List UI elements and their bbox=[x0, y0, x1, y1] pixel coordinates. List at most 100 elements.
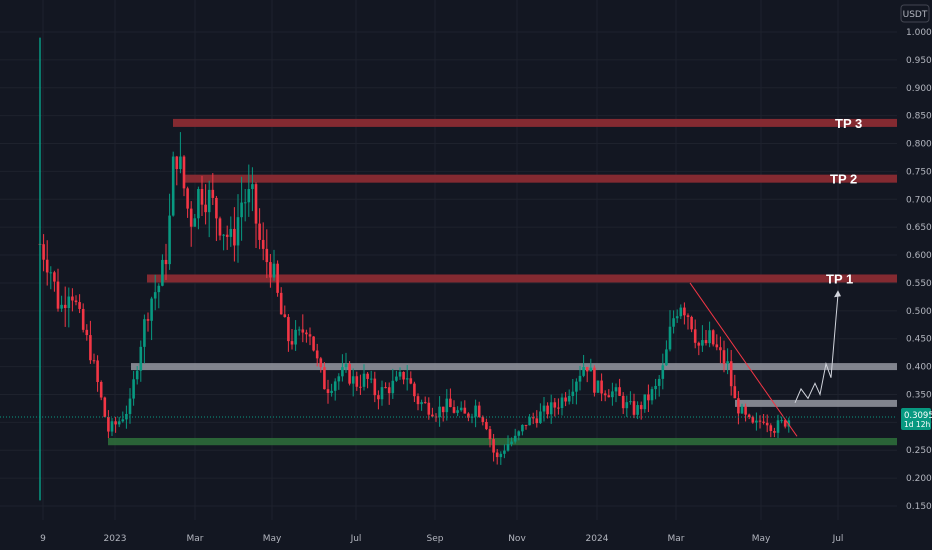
candle-body bbox=[632, 401, 636, 415]
current-price-countdown: 1d 12h bbox=[904, 420, 930, 429]
candle-body bbox=[661, 365, 665, 379]
candle-body bbox=[495, 452, 499, 458]
time-axis[interactable]: 9 2023 Mar May Jul Sep Nov 2024 Mar May Jul bbox=[0, 520, 932, 550]
candle-body bbox=[236, 217, 240, 246]
support-zone bbox=[108, 437, 900, 446]
candle-body bbox=[438, 406, 441, 418]
candle-body bbox=[96, 360, 99, 382]
candle-body bbox=[409, 378, 413, 384]
candle-body bbox=[218, 218, 222, 236]
candle-body bbox=[557, 407, 560, 409]
candle-body bbox=[776, 420, 780, 433]
target-label: TP 3 bbox=[835, 116, 862, 131]
candle-body bbox=[308, 334, 312, 337]
candle-body bbox=[765, 422, 769, 426]
price-axis-bg bbox=[897, 0, 932, 550]
candle-body bbox=[171, 156, 175, 216]
candle-body bbox=[420, 402, 423, 405]
candle-body bbox=[697, 342, 701, 346]
candle-body bbox=[341, 367, 344, 377]
candle-body bbox=[683, 307, 686, 316]
candle-body bbox=[510, 441, 513, 445]
candle-body bbox=[402, 371, 405, 380]
candle-body bbox=[132, 379, 135, 399]
candle-body bbox=[657, 378, 661, 386]
candle-body bbox=[89, 335, 92, 361]
candle-body bbox=[524, 424, 528, 426]
candle-body bbox=[330, 390, 333, 393]
candle-body bbox=[690, 316, 693, 330]
candle-body bbox=[110, 421, 114, 432]
candle-body bbox=[452, 407, 456, 413]
candle-body bbox=[737, 398, 740, 414]
projection-arrow bbox=[834, 290, 841, 298]
candle-body bbox=[477, 405, 481, 417]
candle-body bbox=[305, 332, 308, 335]
candle-body bbox=[150, 298, 153, 321]
candle-body bbox=[287, 317, 290, 342]
currency-badge[interactable] bbox=[900, 4, 930, 23]
candle-body bbox=[625, 402, 629, 409]
candle-body bbox=[405, 378, 409, 380]
candle-body bbox=[726, 361, 729, 364]
candle-body bbox=[60, 304, 63, 309]
candle-body bbox=[283, 314, 287, 318]
candle-body bbox=[503, 450, 506, 454]
candle-body bbox=[272, 263, 276, 278]
candle-body bbox=[589, 367, 593, 372]
target-label: TP 2 bbox=[830, 172, 857, 187]
candle-body bbox=[413, 383, 416, 397]
candle-body bbox=[222, 234, 225, 236]
candle-body bbox=[247, 189, 251, 203]
candle-body bbox=[704, 340, 708, 344]
candle-body bbox=[593, 367, 596, 393]
time-axis-bg bbox=[0, 520, 932, 550]
candle-body bbox=[114, 421, 117, 425]
candle-body bbox=[380, 387, 384, 400]
candle-body bbox=[377, 395, 380, 400]
time-tick-label: Mar bbox=[668, 534, 685, 544]
candle-body bbox=[603, 393, 607, 396]
time-tick-label: May bbox=[263, 534, 282, 544]
candle-body bbox=[521, 424, 524, 432]
candle-body bbox=[387, 387, 391, 394]
candle-body bbox=[384, 387, 387, 389]
time-tick-label: Nov bbox=[508, 534, 526, 544]
candle-body bbox=[719, 347, 722, 351]
candle-body bbox=[323, 367, 326, 390]
time-tick-label: 2023 bbox=[104, 534, 127, 544]
candle-body bbox=[485, 421, 488, 430]
candle-body bbox=[614, 387, 618, 392]
target-zone bbox=[183, 174, 900, 183]
candle-body bbox=[398, 371, 402, 377]
candle-body bbox=[488, 429, 492, 440]
time-tick-label: Jul bbox=[350, 534, 362, 544]
candle-body bbox=[161, 259, 164, 286]
candle-body bbox=[351, 376, 355, 384]
candle-body bbox=[600, 380, 603, 394]
candle-body bbox=[549, 402, 553, 415]
candle-body bbox=[333, 381, 337, 391]
candle-body bbox=[63, 304, 67, 309]
candle-body bbox=[189, 208, 193, 227]
candle-body bbox=[128, 398, 132, 414]
candle-body bbox=[193, 218, 197, 227]
candle-body bbox=[780, 420, 783, 422]
candle-body bbox=[769, 425, 773, 432]
zones bbox=[108, 118, 900, 446]
time-tick-label: 9 bbox=[40, 534, 46, 544]
target-zone bbox=[173, 118, 900, 127]
time-tick-label: 2024 bbox=[586, 534, 609, 544]
candle-body bbox=[733, 386, 737, 399]
candle-body bbox=[197, 188, 200, 219]
candle-body bbox=[200, 188, 204, 205]
